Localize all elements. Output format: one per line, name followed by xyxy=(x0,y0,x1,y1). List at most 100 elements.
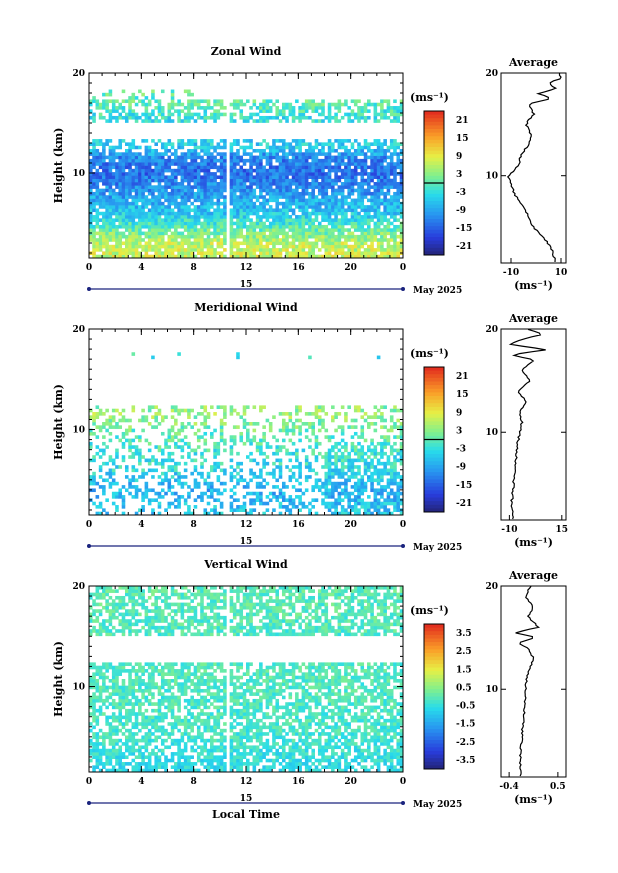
heatmap-cell xyxy=(291,106,296,110)
heatmap-cell xyxy=(324,198,329,203)
heatmap-cell xyxy=(396,248,401,252)
heatmap-cell xyxy=(357,244,361,249)
heatmap-cell xyxy=(383,168,387,173)
heatmap-cell xyxy=(131,468,136,473)
heatmap-cell xyxy=(301,228,306,232)
heatmap-cell xyxy=(327,142,332,146)
heatmap-cell xyxy=(344,162,348,166)
heatmap-cell xyxy=(347,188,351,193)
heatmap-cell xyxy=(389,172,394,176)
heatmap-cell xyxy=(295,191,299,196)
heatmap-cell xyxy=(291,109,296,113)
heatmap-cell xyxy=(121,248,126,252)
heatmap-cell xyxy=(255,106,260,110)
heatmap-cell xyxy=(200,142,204,146)
heatmap-cell xyxy=(301,221,306,226)
heatmap-cell xyxy=(95,182,100,186)
heatmap-cell xyxy=(131,238,136,242)
heatmap-cell xyxy=(367,228,371,232)
heatmap-cell xyxy=(298,218,302,222)
heatmap-cell xyxy=(203,205,208,209)
heatmap-cell xyxy=(357,106,361,110)
heatmap-cell xyxy=(353,448,358,453)
heatmap-cell xyxy=(373,488,378,493)
heatmap-cell xyxy=(363,188,368,193)
heatmap-cell xyxy=(275,106,280,110)
heatmap-cell xyxy=(314,109,319,113)
heatmap-cell xyxy=(252,205,257,209)
heatmap-cell xyxy=(262,221,266,226)
heatmap-cell xyxy=(102,251,106,255)
heatmap-cell xyxy=(265,175,270,180)
heatmap-cell xyxy=(334,428,338,433)
heatmap-cell xyxy=(357,228,361,232)
heatmap-cell xyxy=(259,155,263,160)
heatmap-cell xyxy=(170,221,175,226)
heatmap-cell xyxy=(147,221,152,226)
heatmap-cell xyxy=(118,172,123,176)
heatmap-cell xyxy=(206,211,211,216)
heatmap-cell xyxy=(268,248,273,252)
heatmap-cell xyxy=(353,498,358,503)
heatmap-cell xyxy=(259,158,263,163)
heatmap-cell xyxy=(298,195,302,199)
heatmap-cell xyxy=(170,218,175,222)
heatmap-cell xyxy=(144,495,149,499)
heatmap-cell xyxy=(265,445,270,449)
heatmap-cell xyxy=(174,185,178,189)
heatmap-cell xyxy=(105,208,109,213)
heatmap-cell xyxy=(373,188,378,193)
heatmap-cell xyxy=(200,139,204,143)
average-x-tick-label: -10 xyxy=(503,268,519,278)
heatmap-cell xyxy=(105,238,109,242)
heatmap-cell xyxy=(187,106,191,110)
heatmap-cell xyxy=(288,106,293,110)
heatmap-cell xyxy=(147,211,152,216)
heatmap-cell xyxy=(229,201,234,206)
heatmap-cell xyxy=(337,238,342,242)
heatmap-cell xyxy=(331,241,335,246)
heatmap-cell xyxy=(327,148,332,153)
heatmap-cell xyxy=(347,405,351,410)
heatmap-cell xyxy=(396,106,401,110)
heatmap-cell xyxy=(324,215,329,219)
heatmap-cell xyxy=(288,198,293,203)
heatmap-cell xyxy=(314,195,319,199)
heatmap-cell xyxy=(206,231,211,236)
heatmap-cell xyxy=(105,254,109,259)
heatmap-cell xyxy=(259,224,263,229)
heatmap-cell xyxy=(154,198,158,203)
heatmap-cell xyxy=(353,139,358,143)
heatmap-cell xyxy=(203,215,208,219)
heatmap-cell xyxy=(102,99,106,104)
heatmap-cell xyxy=(389,415,394,419)
heatmap-cell xyxy=(327,451,332,456)
heatmap-cell xyxy=(174,188,178,193)
heatmap-cell xyxy=(210,175,214,180)
heatmap-cell xyxy=(121,511,126,516)
heatmap-cell xyxy=(344,244,348,249)
heatmap-cell xyxy=(118,418,123,423)
heatmap-cell xyxy=(249,228,253,232)
heatmap-cell xyxy=(128,148,132,153)
heatmap-cell xyxy=(259,201,263,206)
heatmap-cell xyxy=(138,178,142,183)
heatmap-cell xyxy=(92,119,96,123)
heatmap-cell xyxy=(151,89,155,94)
heatmap-cell xyxy=(177,109,181,113)
heatmap-cell xyxy=(383,461,387,466)
heatmap-cell xyxy=(118,412,123,416)
heatmap-cell xyxy=(242,185,247,189)
heatmap-cell xyxy=(288,251,293,255)
heatmap-cell xyxy=(138,508,142,512)
heatmap-cell xyxy=(180,244,185,249)
heatmap-cell xyxy=(213,182,217,186)
heatmap-cell xyxy=(121,198,126,203)
heatmap-cell xyxy=(304,109,309,113)
heatmap-cell xyxy=(232,234,237,239)
heatmap-cell xyxy=(255,254,260,259)
heatmap-cell xyxy=(249,152,253,156)
heatmap-cell xyxy=(386,471,391,476)
heatmap-cell xyxy=(376,488,381,493)
heatmap-cell xyxy=(337,191,342,196)
